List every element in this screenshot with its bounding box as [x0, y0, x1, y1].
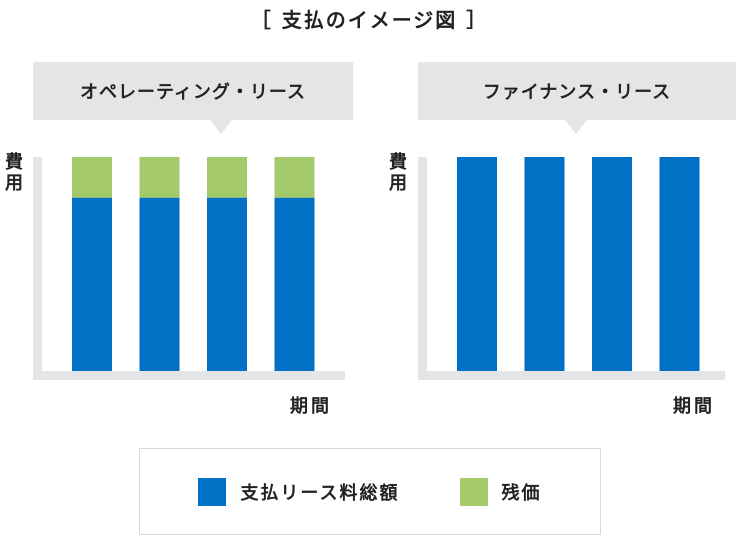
- x-axis-label-right: 期間: [673, 396, 715, 417]
- legend-swatch-residual: [459, 477, 488, 506]
- bar-left-residual-3: [207, 157, 247, 198]
- bar-left-principal-3: [207, 197, 247, 371]
- y-axis-right: [418, 157, 427, 380]
- x-axis-label-left: 期間: [290, 396, 332, 417]
- bar-right-principal-3: [592, 157, 632, 371]
- legend: 支払リース料総額 残価: [139, 448, 601, 535]
- chart-title-finance-lease: ファイナンス・リース: [418, 62, 736, 134]
- legend-item-principal: 支払リース料総額: [198, 477, 400, 506]
- x-axis-left: [33, 371, 345, 380]
- page-title: ［ 支払のイメージ図 ］: [250, 8, 489, 32]
- bar-right-principal-1: [457, 157, 497, 371]
- bar-left-residual-4: [274, 157, 315, 198]
- legend-label-principal: 支払リース料総額: [240, 482, 400, 504]
- bar-right-principal-4: [659, 157, 700, 371]
- bar-left-principal-1: [72, 197, 112, 371]
- y-axis-label-right: 費用: [386, 152, 407, 194]
- bar-right-principal-2: [524, 157, 565, 371]
- chart-title-operating-lease: オペレーティング・リース: [33, 62, 353, 134]
- legend-swatch-principal: [198, 477, 227, 506]
- x-axis-right: [418, 371, 725, 380]
- bar-left-residual-1: [72, 157, 112, 198]
- bar-left-principal-4: [274, 197, 315, 371]
- legend-item-residual: 残価: [459, 477, 542, 506]
- bar-left-principal-2: [139, 197, 180, 371]
- y-axis-left: [33, 157, 42, 380]
- legend-label-residual: 残価: [501, 482, 542, 504]
- bar-left-residual-2: [139, 157, 180, 198]
- y-axis-label-left: 費用: [2, 152, 23, 194]
